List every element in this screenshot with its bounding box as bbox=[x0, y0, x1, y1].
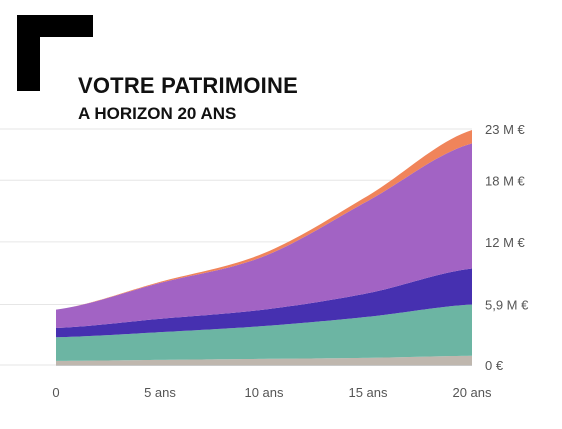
x-tick-label-4: 20 ans bbox=[452, 385, 492, 400]
area-series-3 bbox=[56, 143, 472, 329]
corner-logo-mark bbox=[17, 15, 93, 91]
area-series-2 bbox=[56, 268, 472, 338]
y-tick-label-2: 12 M € bbox=[485, 235, 526, 250]
x-tick-label-2: 10 ans bbox=[244, 385, 284, 400]
y-tick-label-4: 23 M € bbox=[485, 122, 526, 137]
y-tick-label-3: 18 M € bbox=[485, 173, 526, 188]
y-tick-label-1: 5,9 M € bbox=[485, 297, 529, 312]
area-series-1 bbox=[56, 304, 472, 361]
x-tick-label-0: 0 bbox=[52, 385, 59, 400]
chart-subtitle: A HORIZON 20 ANS bbox=[78, 104, 237, 123]
x-tick-label-3: 15 ans bbox=[348, 385, 388, 400]
area-series-0 bbox=[56, 355, 472, 365]
y-tick-label-0: 0 € bbox=[485, 358, 504, 373]
x-tick-label-1: 5 ans bbox=[144, 385, 176, 400]
chart-title: VOTRE PATRIMOINE bbox=[78, 73, 298, 98]
